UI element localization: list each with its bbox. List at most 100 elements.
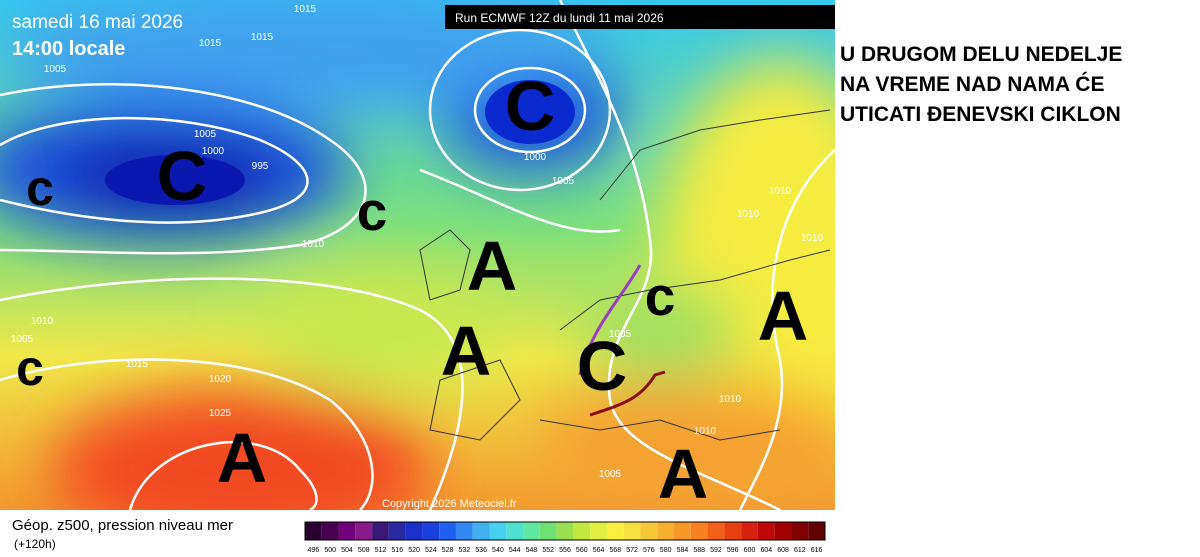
scale-label: 524: [425, 547, 437, 554]
isobar-label: 1015: [126, 359, 149, 370]
color-swatch: [707, 522, 725, 540]
isobar-label: 995: [252, 161, 269, 172]
scale-label: 512: [375, 547, 387, 554]
note: U DRUGOM DELU NEDELJE NA VREME NAD NAMA …: [840, 40, 1122, 130]
scale-label: 504: [341, 547, 353, 554]
isobar-label: 1010: [737, 209, 760, 220]
pressure-system: c: [26, 160, 54, 216]
color-swatch: [690, 522, 708, 540]
scale-label: 608: [777, 547, 789, 554]
color-swatch: [741, 522, 758, 540]
color-swatch: [305, 522, 322, 540]
run-info: Run ECMWF 12Z du lundi 11 mai 2026: [455, 11, 664, 25]
pressure-system: A: [217, 419, 268, 497]
isobar-label: 1005: [609, 329, 632, 340]
scale-label: 500: [324, 547, 336, 554]
pressure-system: C: [505, 67, 556, 145]
color-swatch: [623, 522, 641, 540]
isobar-label: 1000: [524, 152, 547, 163]
note-line: U DRUGOM DELU NEDELJE: [840, 43, 1123, 66]
scale-label: 532: [459, 547, 471, 554]
color-swatch: [657, 522, 675, 540]
scale-label: 556: [559, 547, 571, 554]
color-swatch: [791, 522, 809, 540]
scale-label: 588: [693, 547, 705, 554]
scale-label: 548: [526, 547, 538, 554]
scale-label: 568: [609, 547, 621, 554]
isobar-label: 1025: [209, 408, 232, 419]
scale-label: 520: [408, 547, 420, 554]
isobar-label: 1010: [302, 239, 325, 250]
map-area: [0, 0, 835, 510]
copyright: Copyright 2026 Meteociel.fr: [382, 498, 517, 510]
isobar-label: 1005: [44, 64, 67, 75]
scale-label: 564: [593, 547, 605, 554]
color-swatch: [573, 522, 591, 540]
pressure-system: c: [645, 265, 676, 327]
isobar-label: 1015: [251, 32, 274, 43]
color-swatch: [439, 522, 456, 540]
scale-label: 560: [576, 547, 588, 554]
scale-label: 496: [308, 547, 320, 554]
color-swatch: [405, 522, 423, 540]
scale-label: 580: [660, 547, 672, 554]
isobar-label: 1005: [11, 334, 34, 345]
color-swatch: [590, 522, 607, 540]
pressure-system: c: [16, 340, 44, 396]
date: samedi 16 mai 2026: [12, 12, 183, 33]
scale-label: 576: [643, 547, 655, 554]
color-swatch: [523, 522, 540, 540]
isobar-label: 1015: [294, 4, 317, 15]
pressure-system: A: [467, 227, 518, 305]
note-line: NA VREME NAD NAMA ĆE: [840, 73, 1105, 96]
color-swatch: [724, 522, 742, 540]
note-line: UTICATI ĐENEVSKI CIKLON: [840, 103, 1121, 126]
isobar-label: 1005: [552, 176, 575, 187]
color-swatch: [355, 522, 373, 540]
isobar-label: 1010: [719, 394, 742, 405]
pressure-system: C: [157, 137, 208, 215]
isobar-label: 1005: [599, 469, 622, 480]
isobar-label: 1015: [199, 38, 222, 49]
color-swatch: [372, 522, 389, 540]
color-swatch: [539, 522, 557, 540]
color-swatch: [472, 522, 490, 540]
color-swatch: [388, 522, 406, 540]
pressure-system: A: [758, 277, 809, 355]
scale-label: 572: [626, 547, 638, 554]
isobar-label: 1000: [202, 146, 225, 157]
time: 14:00 locale: [12, 38, 125, 60]
scale-label: 552: [542, 547, 554, 554]
color-swatch: [338, 522, 356, 540]
isobar-label: 1020: [209, 374, 232, 385]
scale-label: 612: [794, 547, 806, 554]
scale-label: 508: [358, 547, 370, 554]
legend-lead: (+120h): [14, 537, 56, 551]
pressure-system: c: [357, 180, 388, 242]
color-swatch: [321, 522, 339, 540]
pressure-system: A: [658, 435, 709, 513]
isobar-label: 1010: [694, 426, 717, 437]
color-swatch: [808, 522, 825, 540]
color-swatch: [422, 522, 440, 540]
isobar-label: 1005: [194, 129, 217, 140]
pressure-system: A: [441, 312, 492, 390]
color-swatch: [674, 522, 691, 540]
scale-label: 616: [811, 547, 823, 554]
isobar-label: 1010: [769, 186, 792, 197]
scale-label: 540: [492, 547, 504, 554]
scale-label: 516: [391, 547, 403, 554]
color-swatch: [757, 522, 775, 540]
scale-label: 544: [509, 547, 521, 554]
isobar-label: 1010: [31, 316, 54, 327]
pressure-system: C: [577, 327, 628, 405]
color-swatch: [506, 522, 524, 540]
scale-label: 592: [710, 547, 722, 554]
scale-label: 528: [442, 547, 454, 554]
color-swatch: [556, 522, 574, 540]
legend-title: Géop. z500, pression niveau mer: [12, 517, 233, 534]
color-swatch: [455, 522, 473, 540]
color-swatch: [606, 522, 624, 540]
